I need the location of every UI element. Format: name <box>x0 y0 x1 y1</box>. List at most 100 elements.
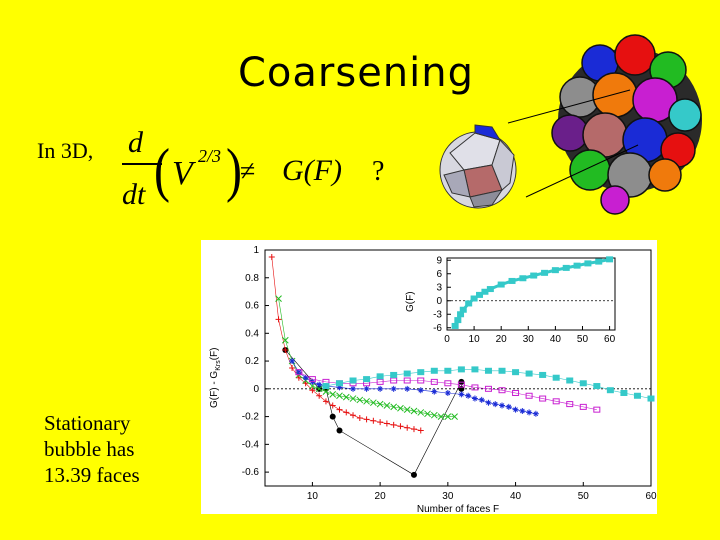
data-series <box>295 369 601 413</box>
bubble-illustration <box>439 34 702 215</box>
lead-text: In 3D, <box>37 138 94 163</box>
data-point <box>302 374 309 381</box>
single-bubble-face <box>469 189 504 208</box>
data-point <box>403 377 411 384</box>
data-point <box>403 370 411 377</box>
note-line: bubble has <box>44 437 135 461</box>
y-tick-label: 3 <box>436 282 442 293</box>
series-line <box>298 371 597 410</box>
callout-line-upper <box>507 89 631 124</box>
x-tick-label: 30 <box>523 334 535 345</box>
data-point <box>390 377 398 384</box>
data-point <box>465 300 473 307</box>
data-point <box>268 253 275 260</box>
data-point <box>498 367 506 374</box>
data-point <box>579 403 587 410</box>
coarsening-chart: 10 20 30 40 50 6010.80.60.40.20-0.2-0.4-0.6Nu… <box>209 245 657 514</box>
data-point <box>417 427 424 434</box>
y-tick-label: 0 <box>436 296 442 307</box>
cluster-cell <box>614 34 656 76</box>
data-point <box>377 419 384 426</box>
data-point <box>471 395 478 402</box>
eq-exponent: 2/3 <box>198 146 221 166</box>
eq-dt: dt <box>122 178 146 211</box>
data-point <box>633 392 641 399</box>
data-point <box>457 381 465 388</box>
data-point <box>584 260 592 267</box>
x-tick-label: 20 <box>375 491 387 502</box>
data-point <box>410 471 417 478</box>
x-tick-label: 60 <box>604 334 616 345</box>
data-point <box>417 377 425 384</box>
data-point <box>606 256 614 263</box>
stationary-note: Stationary bubble has 13.39 faces <box>44 410 194 488</box>
eq-right-paren: ) <box>226 137 242 203</box>
note-line: Stationary <box>44 411 131 435</box>
data-point <box>377 385 384 392</box>
data-point <box>478 396 485 403</box>
callout-line-lower <box>525 144 639 198</box>
data-point <box>390 371 398 378</box>
cluster-cell <box>592 72 638 118</box>
single-bubble-image <box>439 124 517 209</box>
data-point <box>573 262 581 269</box>
x-axis-label: Number of faces F <box>417 504 499 514</box>
cluster-cell <box>600 185 630 215</box>
data-point <box>465 392 472 399</box>
chart-panel: 10 20 30 40 50 60 1 0.8 0.6 0.4 0.2 0 -0.2 -0.4 -0.6 Nu… <box>201 240 657 514</box>
data-point <box>316 381 323 388</box>
data-point <box>349 377 357 384</box>
data-point <box>519 275 527 282</box>
data-point <box>512 369 520 376</box>
data-point <box>336 406 343 413</box>
y-tick-label: -6 <box>433 323 442 334</box>
data-point <box>275 316 282 323</box>
data-point <box>444 380 452 387</box>
data-point <box>363 416 370 423</box>
data-point <box>606 387 614 394</box>
data-point <box>499 402 506 409</box>
x-tick-label: 50 <box>577 334 589 345</box>
data-point <box>424 410 431 418</box>
data-point <box>519 408 526 415</box>
data-point <box>342 393 350 401</box>
data-point <box>512 389 520 396</box>
data-point <box>431 388 438 395</box>
data-point <box>383 420 390 427</box>
data-point <box>458 391 465 398</box>
data-point <box>302 380 309 387</box>
data-point <box>552 374 560 381</box>
data-point <box>484 385 492 392</box>
y-tick-label: 9 <box>436 255 442 266</box>
data-point <box>505 403 512 410</box>
data-point <box>309 382 316 390</box>
data-point <box>566 377 574 384</box>
x-tick-label: 40 <box>550 334 562 345</box>
data-point <box>498 387 506 394</box>
data-point <box>551 267 559 274</box>
x-tick-label: 10 <box>307 491 319 502</box>
data-point <box>444 389 451 396</box>
y-tick-label: -0.4 <box>242 439 260 450</box>
y-tick-label: -3 <box>433 309 442 320</box>
data-point <box>593 383 601 390</box>
data-point <box>376 373 384 380</box>
data-point <box>486 286 494 293</box>
data-point <box>376 378 384 385</box>
data-point <box>430 367 438 374</box>
data-point <box>552 398 560 405</box>
data-point <box>322 388 330 395</box>
x-tick-label: 50 <box>578 491 590 502</box>
data-point <box>541 269 549 276</box>
data-point <box>282 346 289 353</box>
data-point <box>417 369 425 376</box>
data-point <box>349 395 357 402</box>
data-point <box>457 366 465 373</box>
data-point <box>390 403 398 411</box>
cluster-cell <box>648 158 682 192</box>
data-point <box>281 336 289 344</box>
data-point <box>492 401 499 408</box>
data-point <box>403 406 411 414</box>
data-point <box>476 291 484 298</box>
data-point <box>410 407 418 415</box>
